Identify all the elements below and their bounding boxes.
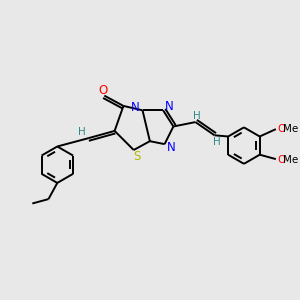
Text: Me: Me <box>283 155 298 165</box>
Text: O: O <box>98 84 107 97</box>
Text: H: H <box>193 111 201 121</box>
Text: H: H <box>213 137 221 147</box>
Text: O: O <box>277 155 286 165</box>
Text: O: O <box>277 124 286 134</box>
Text: N: N <box>165 100 174 113</box>
Text: S: S <box>133 150 140 163</box>
Text: N: N <box>131 101 140 114</box>
Text: H: H <box>78 128 86 137</box>
Text: N: N <box>167 141 176 154</box>
Text: Me: Me <box>283 124 298 134</box>
